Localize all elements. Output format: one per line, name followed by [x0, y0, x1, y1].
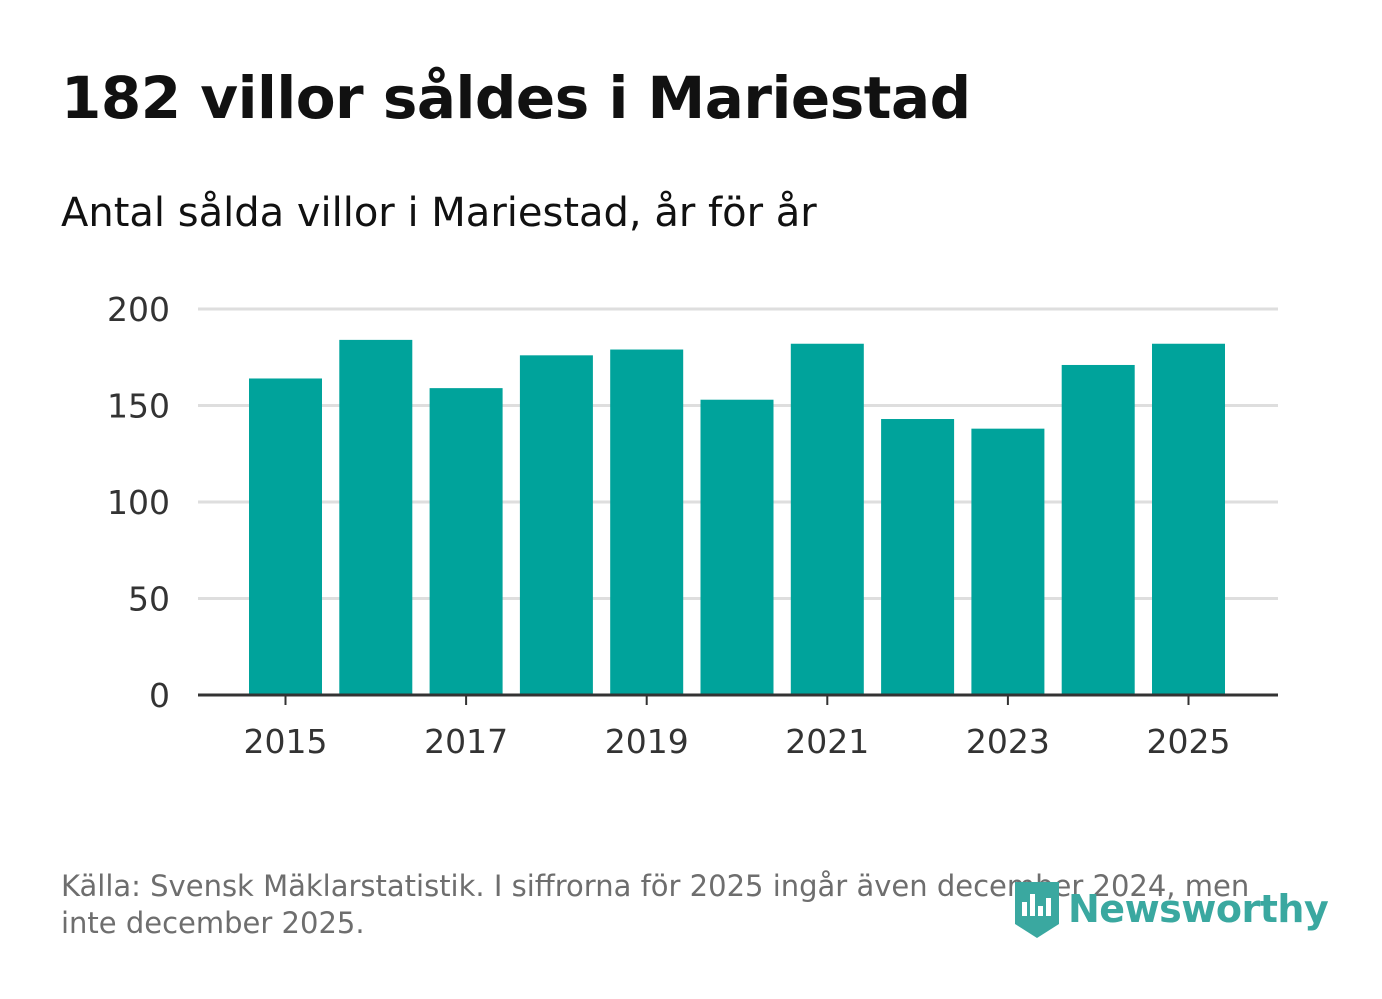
- x-tick-label-2015: 2015: [244, 722, 328, 761]
- bar-2023: [971, 428, 1045, 695]
- x-tick-label-2017: 2017: [424, 722, 508, 761]
- y-tick-label-50: 50: [128, 580, 170, 619]
- x-axis: 2015 2017 2019 2021 2023 2025: [198, 693, 1278, 761]
- x-tick-label-2019: 2019: [605, 722, 689, 761]
- y-tick-label-150: 150: [107, 387, 170, 426]
- bar-2025: [1152, 343, 1225, 695]
- chart-subtitle: Antal sålda villor i Mariestad, år för å…: [61, 190, 817, 236]
- bar-2022: [881, 419, 955, 695]
- bar-2016: [339, 339, 413, 695]
- y-tick-label-0: 0: [149, 676, 170, 715]
- y-axis: 0 50 100 150 200: [107, 290, 170, 715]
- x-tick-label-2021: 2021: [785, 722, 869, 761]
- chart-title: 182 villor såldes i Mariestad: [61, 64, 971, 132]
- newsworthy-logo-icon: [1015, 882, 1059, 938]
- bar-chart: 0 50 100 150 200 2015 2017 2019 2021 2023 2025: [107, 290, 1278, 761]
- bar-2020: [700, 399, 774, 695]
- brand-name: Newsworthy: [1068, 887, 1329, 931]
- y-tick-label-200: 200: [107, 290, 170, 329]
- bar-2018: [519, 355, 593, 695]
- bar-2017: [429, 388, 503, 695]
- bars: [249, 339, 1225, 695]
- brand-logo: Newsworthy: [1012, 878, 1329, 940]
- x-tick-label-2025: 2025: [1147, 722, 1231, 761]
- bar-2019: [610, 349, 684, 695]
- bar-2021: [790, 343, 864, 695]
- bar-2015: [249, 378, 322, 695]
- x-tick-label-2023: 2023: [966, 722, 1050, 761]
- bar-2024: [1061, 364, 1135, 695]
- y-tick-label-100: 100: [107, 483, 170, 522]
